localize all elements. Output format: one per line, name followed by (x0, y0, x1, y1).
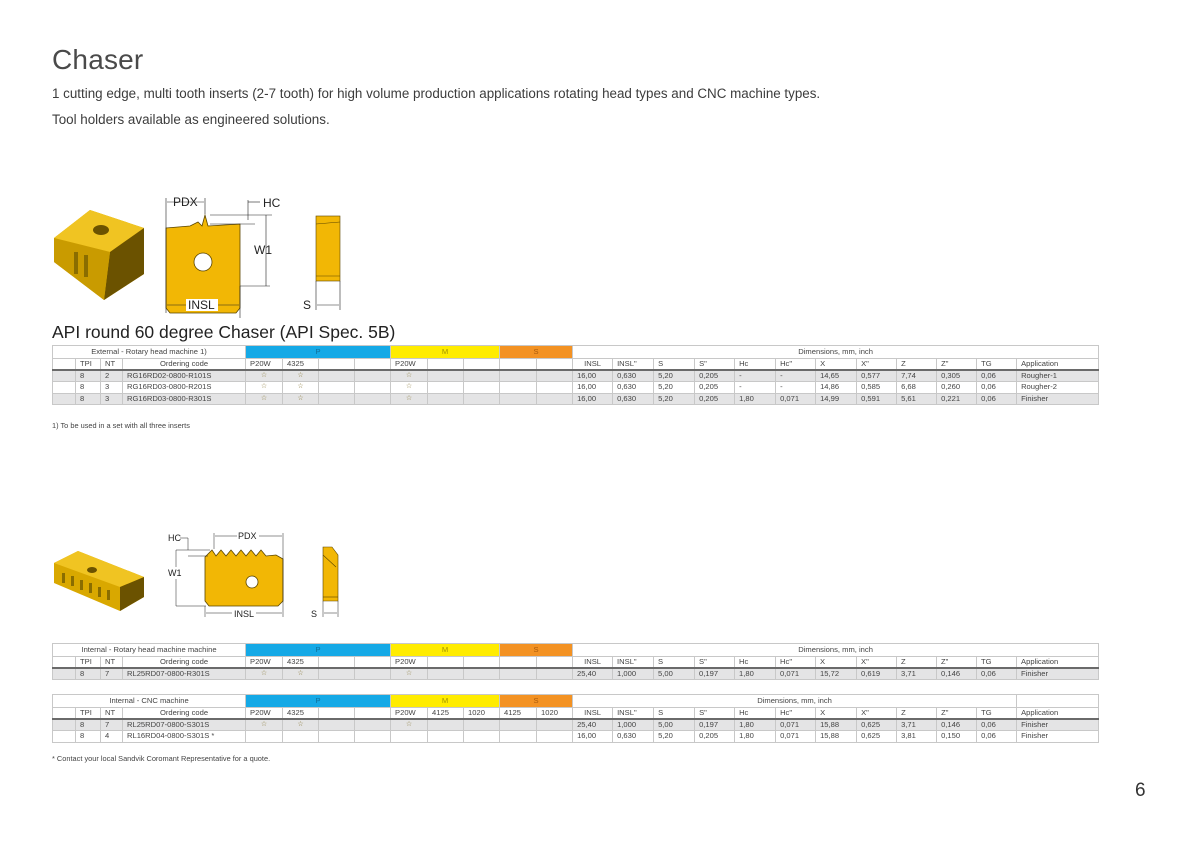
svg-text:INSL: INSL (234, 609, 254, 619)
ordering-code: RG16RD03-0800-R201S (121, 381, 247, 394)
grade-group-m: M (390, 345, 501, 359)
chaser-insert-3d-icon (54, 210, 144, 300)
section-title: API round 60 degree Chaser (API Spec. 5B… (52, 322, 396, 342)
column-header-row: TPI NT Ordering code P20W 4325 P20W INSL INS… (52, 656, 1100, 669)
grade-group-m: M (390, 694, 501, 708)
svg-text:INSL: INSL (188, 298, 215, 312)
ordering-code: RG16RD03-0800-R301S (121, 392, 247, 405)
description-line-1: 1 cutting edge, multi tooth inserts (2-7… (52, 86, 821, 101)
svg-text:W1: W1 (254, 243, 272, 257)
svg-text:PDX: PDX (173, 195, 198, 209)
chaser-drawing-2: HC W1 PDX INSL S (54, 530, 339, 619)
svg-text:HC: HC (168, 533, 181, 543)
svg-text:W1: W1 (168, 568, 182, 578)
grade-group-s: S (499, 345, 574, 359)
grade-group-p: P (245, 694, 392, 708)
table-internal-cnc: Internal - CNC machine P M S Dimensions,… (51, 694, 1100, 743)
table-row: 8 2 RG16RD02-0800-R101S ☆ ☆ ☆ 16,00 0,630 5,2… (52, 369, 1100, 382)
table-row: 8 7 RL25RD07-0800-S301S ☆ ☆ ☆ 25,40 1,000 5,0… (52, 718, 1100, 731)
chaser-drawing-1: PDX HC W1 INSL S (54, 195, 341, 318)
dimensions-label: Dimensions, mm, inch (572, 643, 1100, 657)
insert-front-view-icon: HC W1 PDX INSL (168, 530, 284, 619)
group-label: Internal - Rotary head machine machine (51, 643, 247, 657)
table-external-rotary: External - Rotary head machine 1) P M S … (51, 345, 1100, 405)
svg-text:HC: HC (263, 196, 281, 210)
group-label: External - Rotary head machine 1) (51, 345, 247, 359)
grade-group-p: P (245, 643, 392, 657)
table-row: 8 4 RL16RD04-0800-S301S * 16,00 0,630 5,20 0,… (52, 730, 1100, 743)
svg-text:S: S (303, 298, 311, 312)
page-title: Chaser (52, 44, 144, 75)
column-header-row: TPI NT Ordering code P20W 4325 P20W INSL INS… (52, 358, 1100, 371)
grade-group-m: M (390, 643, 501, 657)
insert-side-view-icon: S (302, 215, 341, 312)
table-row: 8 3 RG16RD03-0800-R301S ☆ ☆ ☆ 16,00 0,630 5,2… (52, 392, 1100, 405)
table-row: 8 7 RL25RD07-0800-R301S ☆ ☆ ☆ 25,40 1,000 5,0… (52, 667, 1100, 680)
grade-group-p: P (245, 345, 392, 359)
grade-group-s: S (499, 643, 574, 657)
svg-text:S: S (311, 609, 317, 619)
ordering-code: RG16RD02-0800-R101S (121, 369, 247, 382)
column-header-row: TPI NT Ordering code P20W 4325 P20W 4125 1020… (52, 707, 1100, 720)
svg-text:PDX: PDX (238, 531, 257, 541)
group-label: Internal - CNC machine (51, 694, 247, 708)
table-internal-rotary: Internal - Rotary head machine machine P… (51, 643, 1100, 680)
insert-front-view-icon: PDX HC W1 INSL (165, 195, 281, 318)
multi-tooth-insert-3d-icon (54, 551, 144, 611)
table-row: 8 3 RG16RD03-0800-R201S ☆ ☆ ☆ 16,00 0,630 5,2… (52, 381, 1100, 394)
footnote-2: * Contact your local Sandvik Coromant Re… (52, 754, 271, 763)
grade-group-s: S (499, 694, 574, 708)
ordering-code: RL16RD04-0800-S301S * (121, 730, 247, 743)
ordering-code: RL25RD07-0800-S301S (121, 718, 247, 731)
dimensions-label: Dimensions, mm, inch (572, 694, 1018, 708)
dimensions-label: Dimensions, mm, inch (572, 345, 1100, 359)
description-line-2: Tool holders available as engineered sol… (52, 112, 330, 127)
insert-side-view-icon: S (310, 546, 339, 619)
ordering-code: RL25RD07-0800-R301S (121, 667, 247, 680)
page-number: 6 (1135, 780, 1146, 801)
footnote-1: 1) To be used in a set with all three in… (52, 421, 190, 430)
